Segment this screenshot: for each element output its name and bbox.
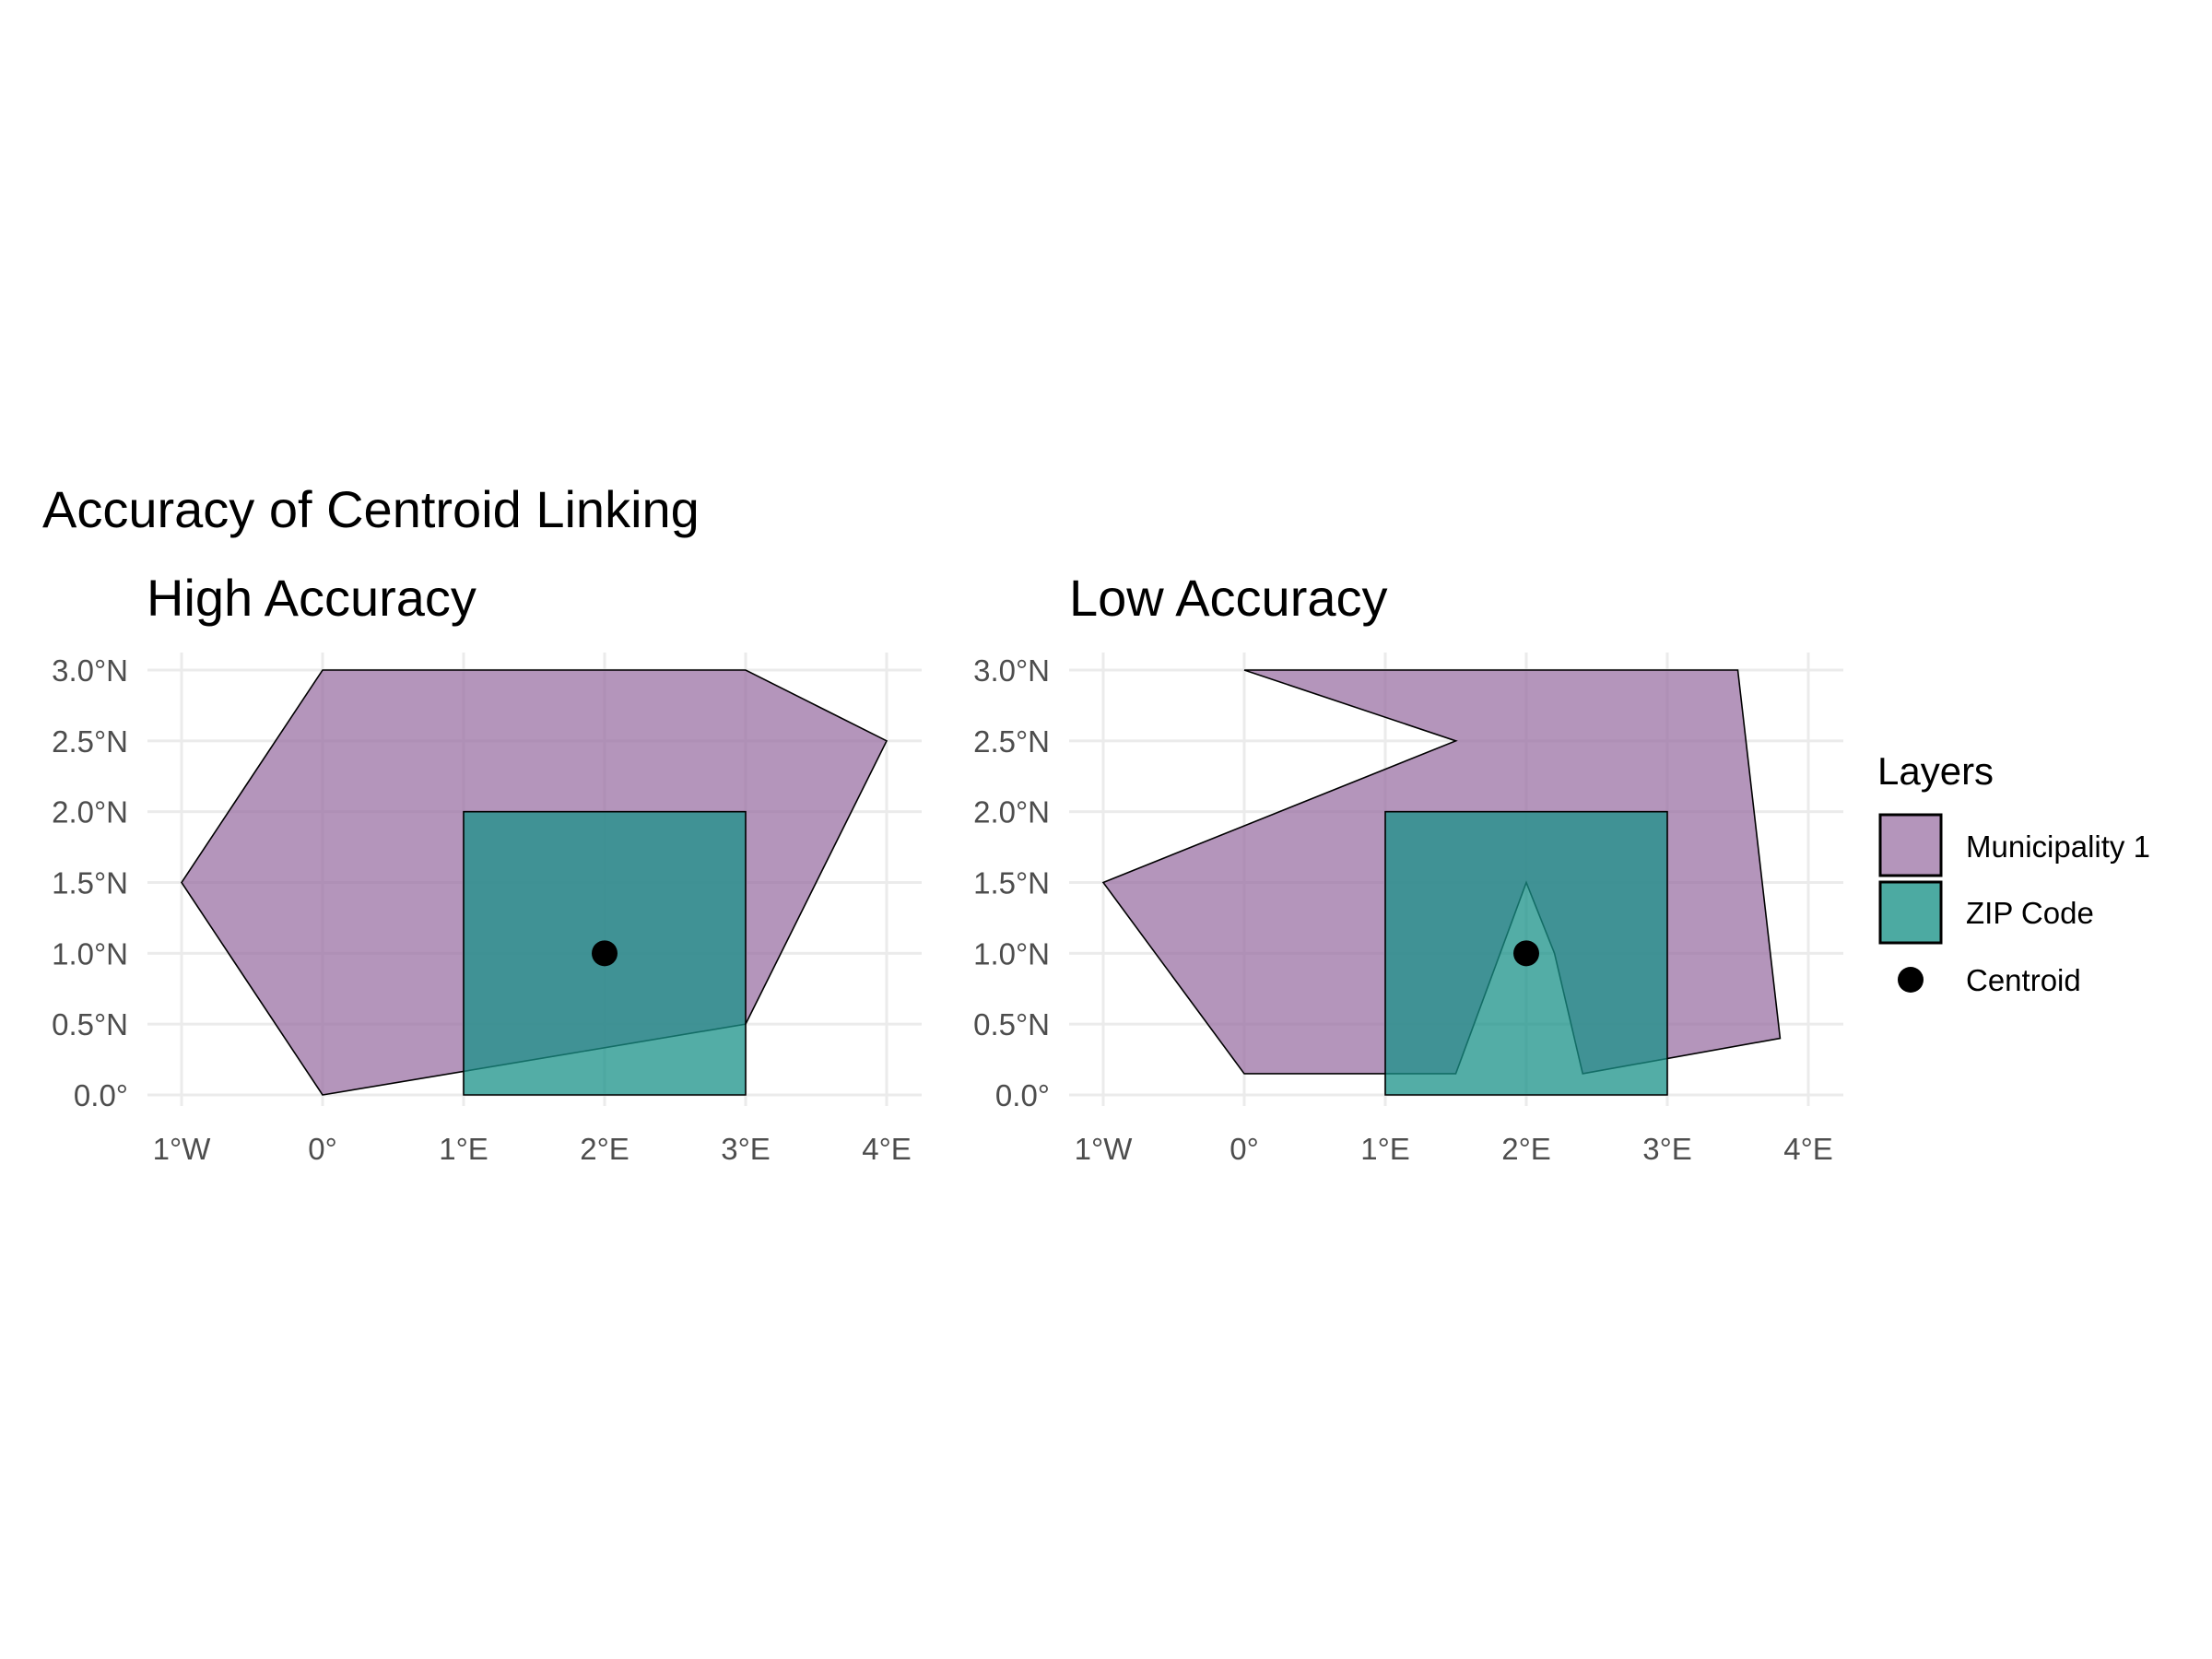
x-tick-label: 3°E xyxy=(721,1132,771,1166)
legend-key-municipality xyxy=(1878,813,1943,877)
panel-title-high-accuracy: High Accuracy xyxy=(147,569,477,627)
y-tick-label: 0.0° xyxy=(995,1078,1050,1112)
legend-title: Layers xyxy=(1877,749,1994,793)
y-tick-label: 3.0°N xyxy=(52,653,128,688)
y-tick-label: 1.0°N xyxy=(52,936,128,971)
x-tick-label: 3°E xyxy=(1642,1132,1692,1166)
x-tick-label: 0° xyxy=(1230,1132,1259,1166)
y-tick-label: 2.5°N xyxy=(973,724,1050,759)
legend-key-zip xyxy=(1878,880,1943,945)
x-tick-label: 1°E xyxy=(439,1132,488,1166)
map-panel-low-accuracy: Low Accuracy 1°W 0° 1°E 2°E 3°E 4°E 0.0° 0.5°N 1… xyxy=(973,569,1843,1166)
y-tick-label: 0.0° xyxy=(74,1078,128,1112)
x-tick-label: 4°E xyxy=(862,1132,912,1166)
centroid-point xyxy=(592,940,618,967)
y-tick-label: 1.5°N xyxy=(973,866,1050,900)
centroid-point xyxy=(1513,940,1539,967)
x-tick-label: 1°E xyxy=(1360,1132,1410,1166)
legend-label-zip: ZIP Code xyxy=(1966,896,2094,930)
panel-title-low-accuracy: Low Accuracy xyxy=(1069,569,1388,627)
figure-title: Accuracy of Centroid Linking xyxy=(42,480,700,538)
x-tick-label: 0° xyxy=(308,1132,337,1166)
x-tick-label: 1°W xyxy=(1075,1132,1134,1166)
legend-key-centroid xyxy=(1898,967,1924,993)
map-panel-high-accuracy: High Accuracy 1°W 0° 1°E 2°E 3°E 4°E 0.0° 0.5°N… xyxy=(52,569,922,1166)
legend-label-municipality: Municipality 1 xyxy=(1966,830,2150,864)
y-tick-label: 2.0°N xyxy=(52,795,128,830)
y-tick-label: 2.5°N xyxy=(52,724,128,759)
x-tick-label: 2°E xyxy=(580,1132,629,1166)
y-tick-label: 0.5°N xyxy=(973,1007,1050,1041)
legend: Layers Municipality 1 ZIP Code Centroid xyxy=(1877,749,2150,997)
x-tick-label: 4°E xyxy=(1783,1132,1833,1166)
y-tick-label: 3.0°N xyxy=(973,653,1050,688)
y-tick-label: 0.5°N xyxy=(52,1007,128,1041)
y-tick-label: 1.0°N xyxy=(973,936,1050,971)
y-tick-label: 2.0°N xyxy=(973,795,1050,830)
x-tick-label: 1°W xyxy=(153,1132,212,1166)
y-tick-label: 1.5°N xyxy=(52,866,128,900)
x-tick-label: 2°E xyxy=(1501,1132,1551,1166)
legend-label-centroid: Centroid xyxy=(1966,963,2081,997)
